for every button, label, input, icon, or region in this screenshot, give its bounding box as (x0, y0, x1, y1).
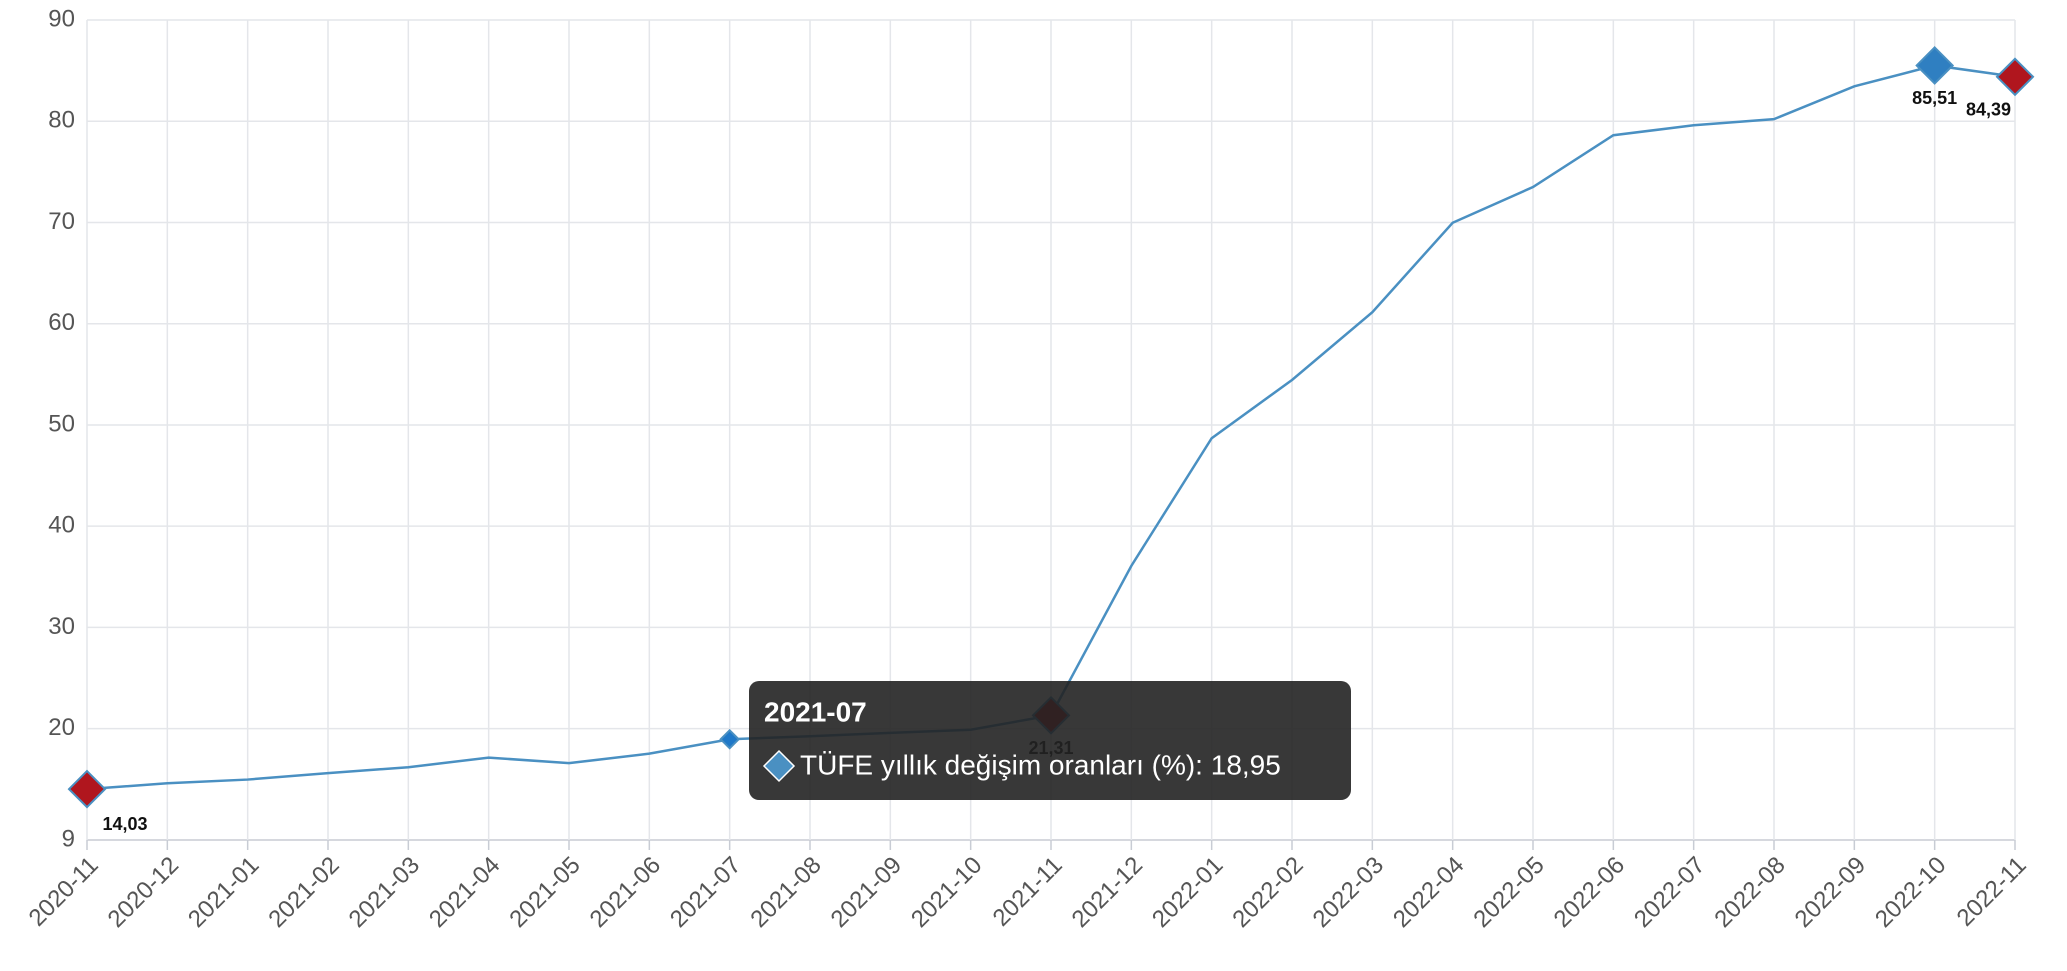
x-tick-label: 2021-03 (344, 852, 425, 933)
x-tick-label: 2022-11 (1952, 852, 2032, 932)
tooltip-title: 2021-07 (764, 696, 867, 727)
x-tick-label: 2021-12 (1067, 852, 1148, 933)
tooltip-text: TÜFE yıllık değişim oranları (%): 18,95 (800, 749, 1281, 780)
data-label: 14,03 (102, 814, 147, 834)
x-tick-label: 2022-05 (1468, 852, 1549, 933)
marker (719, 728, 741, 750)
x-tick-label: 2022-02 (1227, 852, 1308, 933)
x-tick-label: 2021-09 (826, 852, 907, 933)
x-tick-label: 2020-12 (103, 852, 184, 933)
x-tick-label: 2021-01 (183, 852, 264, 933)
y-tick-label: 20 (48, 714, 75, 741)
x-tick-label: 2021-11 (988, 852, 1068, 932)
tooltip-swatch (762, 749, 796, 783)
y-tick-label: 70 (48, 208, 75, 235)
x-tick-label: 2021-04 (424, 852, 505, 933)
y-tick-label: 80 (48, 107, 75, 134)
x-tick-label: 2021-07 (665, 852, 746, 933)
x-tick-label: 2022-07 (1629, 852, 1710, 933)
x-tick-label: 2022-10 (1870, 852, 1951, 933)
x-tick-label: 2022-08 (1709, 852, 1790, 933)
y-tick-label: 90 (48, 5, 75, 32)
y-tick-label: 50 (48, 410, 75, 437)
tooltip: 2021-07 TÜFE yıllık değişim oranları (%):… (749, 681, 1351, 800)
x-tick-label: 2021-02 (263, 852, 344, 933)
y-tick-label: 40 (48, 512, 75, 539)
x-tick-label: 2022-04 (1388, 852, 1469, 933)
x-tick-label: 2021-06 (585, 852, 666, 933)
x-tick-label: 2022-03 (1308, 852, 1389, 933)
x-tick-label: 2020-11 (24, 852, 104, 932)
marker (1915, 46, 1955, 85)
x-tick-label: 2021-10 (906, 852, 987, 933)
y-tick-label: 60 (48, 309, 75, 336)
x-tick-label: 2021-05 (504, 852, 585, 933)
marker (67, 769, 107, 809)
y-tick-label: 9 (62, 825, 75, 852)
x-tick-label: 2022-09 (1790, 852, 1871, 933)
x-tick-label: 2022-06 (1549, 852, 1630, 933)
data-label: 84,39 (1966, 100, 2011, 120)
x-tick-label: 2021-08 (745, 852, 826, 933)
tooltip-box (749, 681, 1351, 800)
x-tick-label: 2022-01 (1147, 852, 1228, 933)
data-label: 85,51 (1912, 88, 1957, 108)
y-tick-label: 30 (48, 613, 75, 640)
marker (1995, 57, 2035, 97)
